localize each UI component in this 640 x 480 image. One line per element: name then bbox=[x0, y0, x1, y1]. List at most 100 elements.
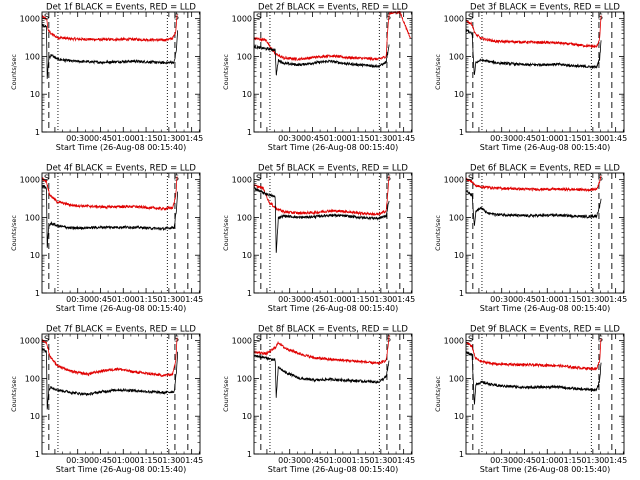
x-tick-label: 00:30 bbox=[490, 295, 513, 304]
events-series-line bbox=[41, 184, 178, 248]
y-tick-label: 100 bbox=[25, 52, 40, 61]
chart-title: Det 7f BLACK = Events, RED = LLD bbox=[46, 325, 196, 335]
x-tick-label: 01:00 bbox=[536, 134, 559, 143]
x-tick-label: 00:30 bbox=[278, 456, 301, 465]
x-tick-label: 01:30 bbox=[581, 295, 604, 304]
x-tick-label: 00:45 bbox=[513, 134, 536, 143]
x-tick-label: 00:45 bbox=[301, 456, 324, 465]
y-tick-label: 10 bbox=[454, 251, 464, 260]
y-axis-label: Counts/sec bbox=[10, 54, 18, 90]
y-tick-label: 1000 bbox=[444, 337, 464, 346]
lld-series-line bbox=[465, 15, 602, 49]
corner-label-right: S bbox=[386, 174, 391, 183]
x-tick-label: 01:15 bbox=[347, 134, 370, 143]
lld-series-line bbox=[41, 337, 178, 378]
corner-label-right: S bbox=[598, 335, 603, 344]
y-tick-label: 1000 bbox=[20, 337, 40, 346]
x-tick-label: 01:45 bbox=[180, 134, 203, 143]
x-axis-label: Start Time (26-Aug-08 00:15:40) bbox=[268, 465, 399, 474]
y-tick-label: 10 bbox=[454, 412, 464, 421]
x-tick-label: 01:30 bbox=[157, 456, 180, 465]
x-axis-label: Start Time (26-Aug-08 00:15:40) bbox=[268, 304, 399, 313]
y-axis-label: Counts/sec bbox=[222, 376, 230, 412]
corner-label-left: S bbox=[44, 174, 49, 183]
y-tick-label: 1 bbox=[459, 128, 464, 137]
y-tick-label: 10 bbox=[454, 90, 464, 99]
plot-frame bbox=[253, 333, 413, 455]
chart-title: Det 4f BLACK = Events, RED = LLD bbox=[46, 164, 196, 174]
chart-title: Det 3f BLACK = Events, RED = LLD bbox=[470, 3, 620, 13]
y-tick-label: 1 bbox=[35, 450, 40, 459]
x-axis-label: Start Time (26-Aug-08 00:15:40) bbox=[268, 143, 399, 152]
corner-label-right: S bbox=[174, 174, 179, 183]
x-tick-label: 01:30 bbox=[581, 456, 604, 465]
x-axis-label: Start Time (26-Aug-08 00:15:40) bbox=[56, 143, 187, 152]
x-tick-label: 01:15 bbox=[347, 456, 370, 465]
y-tick-label: 1 bbox=[247, 289, 252, 298]
y-axis-label: Counts/sec bbox=[222, 215, 230, 251]
events-series-line bbox=[465, 28, 602, 75]
x-tick-label: 01:30 bbox=[369, 134, 392, 143]
x-tick-label: 00:30 bbox=[490, 456, 513, 465]
y-tick-label: 10 bbox=[242, 412, 252, 421]
x-tick-label: 01:00 bbox=[324, 134, 347, 143]
plot-frame bbox=[41, 333, 201, 455]
lld-series-line bbox=[41, 14, 178, 43]
x-tick-label: 01:45 bbox=[392, 295, 415, 304]
corner-label-right: S bbox=[174, 335, 179, 344]
y-axis-label: Counts/sec bbox=[434, 215, 442, 251]
plot-frame bbox=[253, 11, 413, 133]
x-tick-label: 01:30 bbox=[157, 295, 180, 304]
corner-label-left: S bbox=[468, 174, 473, 183]
plot-frame bbox=[465, 11, 625, 133]
x-tick-label: 00:45 bbox=[301, 134, 324, 143]
x-tick-label: 01:45 bbox=[392, 134, 415, 143]
events-series-line bbox=[465, 351, 602, 405]
x-tick-label: 01:15 bbox=[135, 456, 158, 465]
y-tick-label: 1000 bbox=[232, 337, 252, 346]
y-tick-label: 1 bbox=[247, 450, 252, 459]
events-series-line bbox=[41, 23, 178, 79]
x-tick-label: 00:30 bbox=[278, 295, 301, 304]
chart-title: Det 2f BLACK = Events, RED = LLD bbox=[258, 3, 408, 13]
events-series-line bbox=[253, 44, 390, 76]
x-tick-label: 01:15 bbox=[559, 134, 582, 143]
y-axis-label: Counts/sec bbox=[10, 376, 18, 412]
y-tick-label: 10 bbox=[242, 251, 252, 260]
chart-title: Det 8f BLACK = Events, RED = LLD bbox=[258, 325, 408, 335]
y-tick-label: 1000 bbox=[20, 15, 40, 24]
corner-label-right: S bbox=[598, 13, 603, 22]
lld-series-line bbox=[253, 335, 390, 366]
x-tick-label: 01:45 bbox=[604, 295, 627, 304]
y-tick-label: 1000 bbox=[444, 176, 464, 185]
x-tick-label: 00:45 bbox=[513, 295, 536, 304]
x-tick-label: 01:30 bbox=[157, 134, 180, 143]
y-tick-label: 1000 bbox=[20, 176, 40, 185]
x-tick-label: 01:30 bbox=[369, 295, 392, 304]
x-tick-label: 01:15 bbox=[135, 295, 158, 304]
y-tick-label: 100 bbox=[237, 374, 252, 383]
x-tick-label: 01:15 bbox=[347, 295, 370, 304]
chart-title: Det 5f BLACK = Events, RED = LLD bbox=[258, 164, 408, 174]
x-tick-label: 00:30 bbox=[66, 295, 89, 304]
plot-frame bbox=[465, 172, 625, 294]
y-tick-label: 1 bbox=[35, 128, 40, 137]
corner-label-left: S bbox=[468, 13, 473, 22]
x-tick-label: 00:30 bbox=[66, 456, 89, 465]
x-tick-label: 00:45 bbox=[301, 295, 324, 304]
corner-label-right: S bbox=[174, 13, 179, 22]
x-tick-label: 00:45 bbox=[89, 456, 112, 465]
plot-frame bbox=[253, 172, 413, 294]
x-tick-label: 01:45 bbox=[604, 134, 627, 143]
events-series-line bbox=[41, 347, 178, 410]
x-tick-label: 00:30 bbox=[278, 134, 301, 143]
x-tick-label: 01:00 bbox=[536, 456, 559, 465]
y-axis-label: Counts/sec bbox=[222, 54, 230, 90]
y-tick-label: 1 bbox=[459, 289, 464, 298]
corner-label-left: S bbox=[44, 335, 49, 344]
x-tick-label: 01:15 bbox=[135, 134, 158, 143]
y-tick-label: 100 bbox=[449, 374, 464, 383]
